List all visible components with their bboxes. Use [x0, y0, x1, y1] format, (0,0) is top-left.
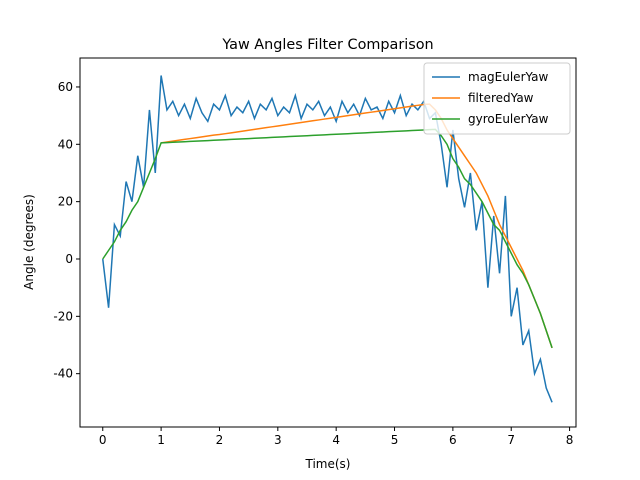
x-tick-label: 5: [391, 433, 399, 447]
x-tick-label: 8: [566, 433, 574, 447]
legend-label: magEulerYaw: [468, 70, 549, 84]
x-tick-label: 4: [332, 433, 340, 447]
chart-title: Yaw Angles Filter Comparison: [221, 37, 433, 53]
plot-frame: [79, 57, 577, 428]
data-line: [161, 103, 553, 349]
y-tick-label: -40: [53, 367, 73, 381]
x-tick-label: 6: [449, 433, 457, 447]
y-tick-label: 40: [58, 137, 73, 151]
x-tick-label: 7: [507, 433, 515, 447]
x-tick-label: 0: [99, 433, 107, 447]
data-line: [102, 128, 553, 349]
y-tick-label: 20: [58, 195, 73, 209]
legend-label: filteredYaw: [468, 91, 534, 105]
y-tick-label: 0: [65, 252, 73, 266]
x-axis-label: Time(s): [305, 457, 351, 471]
x-tick-label: 3: [274, 433, 282, 447]
data-line: [102, 75, 553, 403]
legend-label: gyroEulerYaw: [468, 112, 549, 126]
x-tick-label: 2: [216, 433, 224, 447]
y-tick-label: 60: [58, 80, 73, 94]
x-tick-label: 1: [157, 433, 165, 447]
legend-box: [423, 62, 571, 135]
y-axis-label: Angle (degrees): [22, 194, 36, 290]
y-tick-label: -20: [53, 309, 73, 323]
